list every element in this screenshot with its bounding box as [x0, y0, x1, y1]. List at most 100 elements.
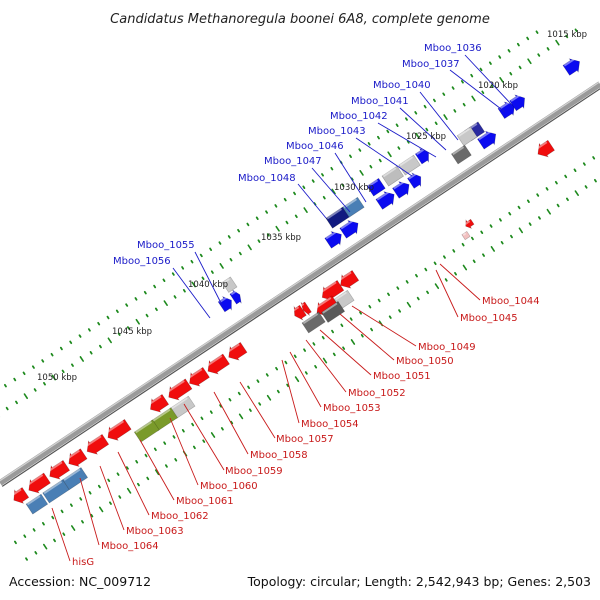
gene-label-mboo-1049[interactable]: Mboo_1049	[418, 342, 476, 353]
gene-label-mboo-1055[interactable]: Mboo_1055	[137, 240, 195, 251]
tick-mark	[154, 307, 158, 312]
tick-mark	[488, 61, 492, 65]
gene-label-mboo-1047[interactable]: Mboo_1047	[264, 156, 322, 167]
gene-feature	[477, 130, 497, 150]
tick-mark	[164, 464, 168, 468]
gene-shine	[66, 449, 80, 460]
gene-label-hisg[interactable]: hisG	[72, 557, 94, 568]
tick-mark	[574, 190, 579, 196]
gene-label-mboo-1054[interactable]: Mboo_1054	[301, 419, 359, 430]
tick-mark	[97, 321, 101, 326]
tick-mark	[97, 484, 101, 489]
tick-mark	[106, 315, 110, 320]
kbp-label: 1025 kbp	[406, 132, 446, 142]
gene-label-mboo-1043[interactable]: Mboo_1043	[308, 126, 366, 137]
tick-mark	[516, 42, 520, 47]
leader-line-reverse	[99, 465, 125, 531]
gene-label-mboo-1037[interactable]: Mboo_1037	[402, 59, 460, 70]
tick-mark	[482, 253, 485, 257]
tick-mark	[518, 65, 522, 70]
tick-mark	[162, 278, 166, 283]
tick-mark	[377, 135, 380, 140]
tick-mark	[536, 193, 540, 197]
tick-mark	[340, 323, 344, 328]
gene-body	[28, 472, 51, 494]
gene-label-mboo-1048[interactable]: Mboo_1048	[238, 173, 296, 184]
gene-label-mboo-1060[interactable]: Mboo_1060	[200, 481, 258, 492]
tick-mark	[126, 487, 132, 494]
gene-body	[497, 101, 515, 120]
gene-body	[339, 219, 359, 239]
tick-mark	[51, 374, 57, 381]
tick-mark	[201, 276, 205, 281]
gene-body	[207, 353, 230, 375]
tick-mark	[43, 382, 46, 386]
tick-mark	[276, 389, 280, 394]
gene-label-mboo-1045[interactable]: Mboo_1045	[460, 313, 518, 324]
tick-mark	[573, 168, 577, 172]
leader-line-forward	[399, 107, 447, 151]
tick-mark	[163, 300, 168, 307]
gene-label-mboo-1042[interactable]: Mboo_1042	[330, 111, 388, 122]
tick-mark	[460, 80, 464, 84]
tick-mark	[190, 259, 194, 264]
tick-mark	[275, 225, 280, 232]
gene-label-mboo-1051[interactable]: Mboo_1051	[373, 371, 431, 382]
gene-label-mboo-1044[interactable]: Mboo_1044	[482, 296, 540, 307]
gene-shine	[416, 148, 425, 156]
kbp-label: 1035 kbp	[261, 233, 301, 243]
gene-shine	[376, 190, 391, 201]
gene-shine	[322, 302, 338, 314]
gene-feature	[497, 100, 515, 120]
gene-shine	[367, 179, 379, 188]
leader-line-reverse	[305, 339, 347, 393]
gene-label-mboo-1036[interactable]: Mboo_1036	[424, 43, 482, 54]
leader-line-reverse	[435, 269, 459, 318]
tick-mark	[88, 491, 92, 495]
tick-mark	[266, 233, 270, 237]
gene-feature	[205, 353, 230, 375]
gene-label-mboo-1056[interactable]: Mboo_1056	[113, 256, 171, 267]
gene-feature	[133, 419, 160, 443]
tick-mark	[13, 377, 17, 382]
leader-line-forward	[334, 152, 367, 203]
gene-feature	[187, 366, 210, 387]
gene-label-mboo-1041[interactable]: Mboo_1041	[351, 96, 409, 107]
tick-mark	[489, 224, 493, 228]
gene-label-mboo-1053[interactable]: Mboo_1053	[323, 403, 381, 414]
tick-mark	[109, 501, 112, 505]
tick-mark	[51, 515, 55, 520]
gene-shine	[462, 232, 467, 236]
gene-label-mboo-1046[interactable]: Mboo_1046	[286, 141, 344, 152]
gene-label-mboo-1064[interactable]: Mboo_1064	[101, 541, 159, 552]
gene-label-mboo-1057[interactable]: Mboo_1057	[276, 434, 334, 445]
backbone-band	[0, 81, 600, 486]
tick-mark	[592, 156, 596, 160]
tick-mark	[565, 34, 569, 39]
tick-mark	[87, 328, 91, 332]
gene-label-mboo-1063[interactable]: Mboo_1063	[126, 526, 184, 537]
tick-mark	[181, 429, 185, 433]
tick-mark	[370, 327, 374, 332]
tick-mark	[294, 214, 298, 219]
gene-label-mboo-1062[interactable]: Mboo_1062	[151, 511, 209, 522]
tick-mark	[286, 383, 290, 388]
tick-mark	[584, 185, 588, 189]
gene-label-mboo-1052[interactable]: Mboo_1052	[348, 388, 406, 399]
gene-shine	[399, 156, 414, 167]
tick-mark	[434, 283, 440, 290]
tick-mark	[59, 346, 63, 351]
gene-label-mboo-1061[interactable]: Mboo_1061	[176, 496, 234, 507]
gene-feature	[66, 448, 88, 467]
gene-label-mboo-1059[interactable]: Mboo_1059	[225, 466, 283, 477]
tick-mark	[173, 295, 177, 299]
tick-mark	[593, 178, 597, 183]
gene-body	[414, 148, 429, 165]
tick-mark	[62, 532, 66, 536]
gene-label-mboo-1050[interactable]: Mboo_1050	[396, 356, 454, 367]
gene-label-mboo-1058[interactable]: Mboo_1058	[250, 450, 308, 461]
tick-mark	[526, 36, 530, 41]
gene-body	[293, 304, 307, 321]
gene-label-mboo-1040[interactable]: Mboo_1040	[373, 80, 431, 91]
tick-mark	[144, 453, 148, 458]
